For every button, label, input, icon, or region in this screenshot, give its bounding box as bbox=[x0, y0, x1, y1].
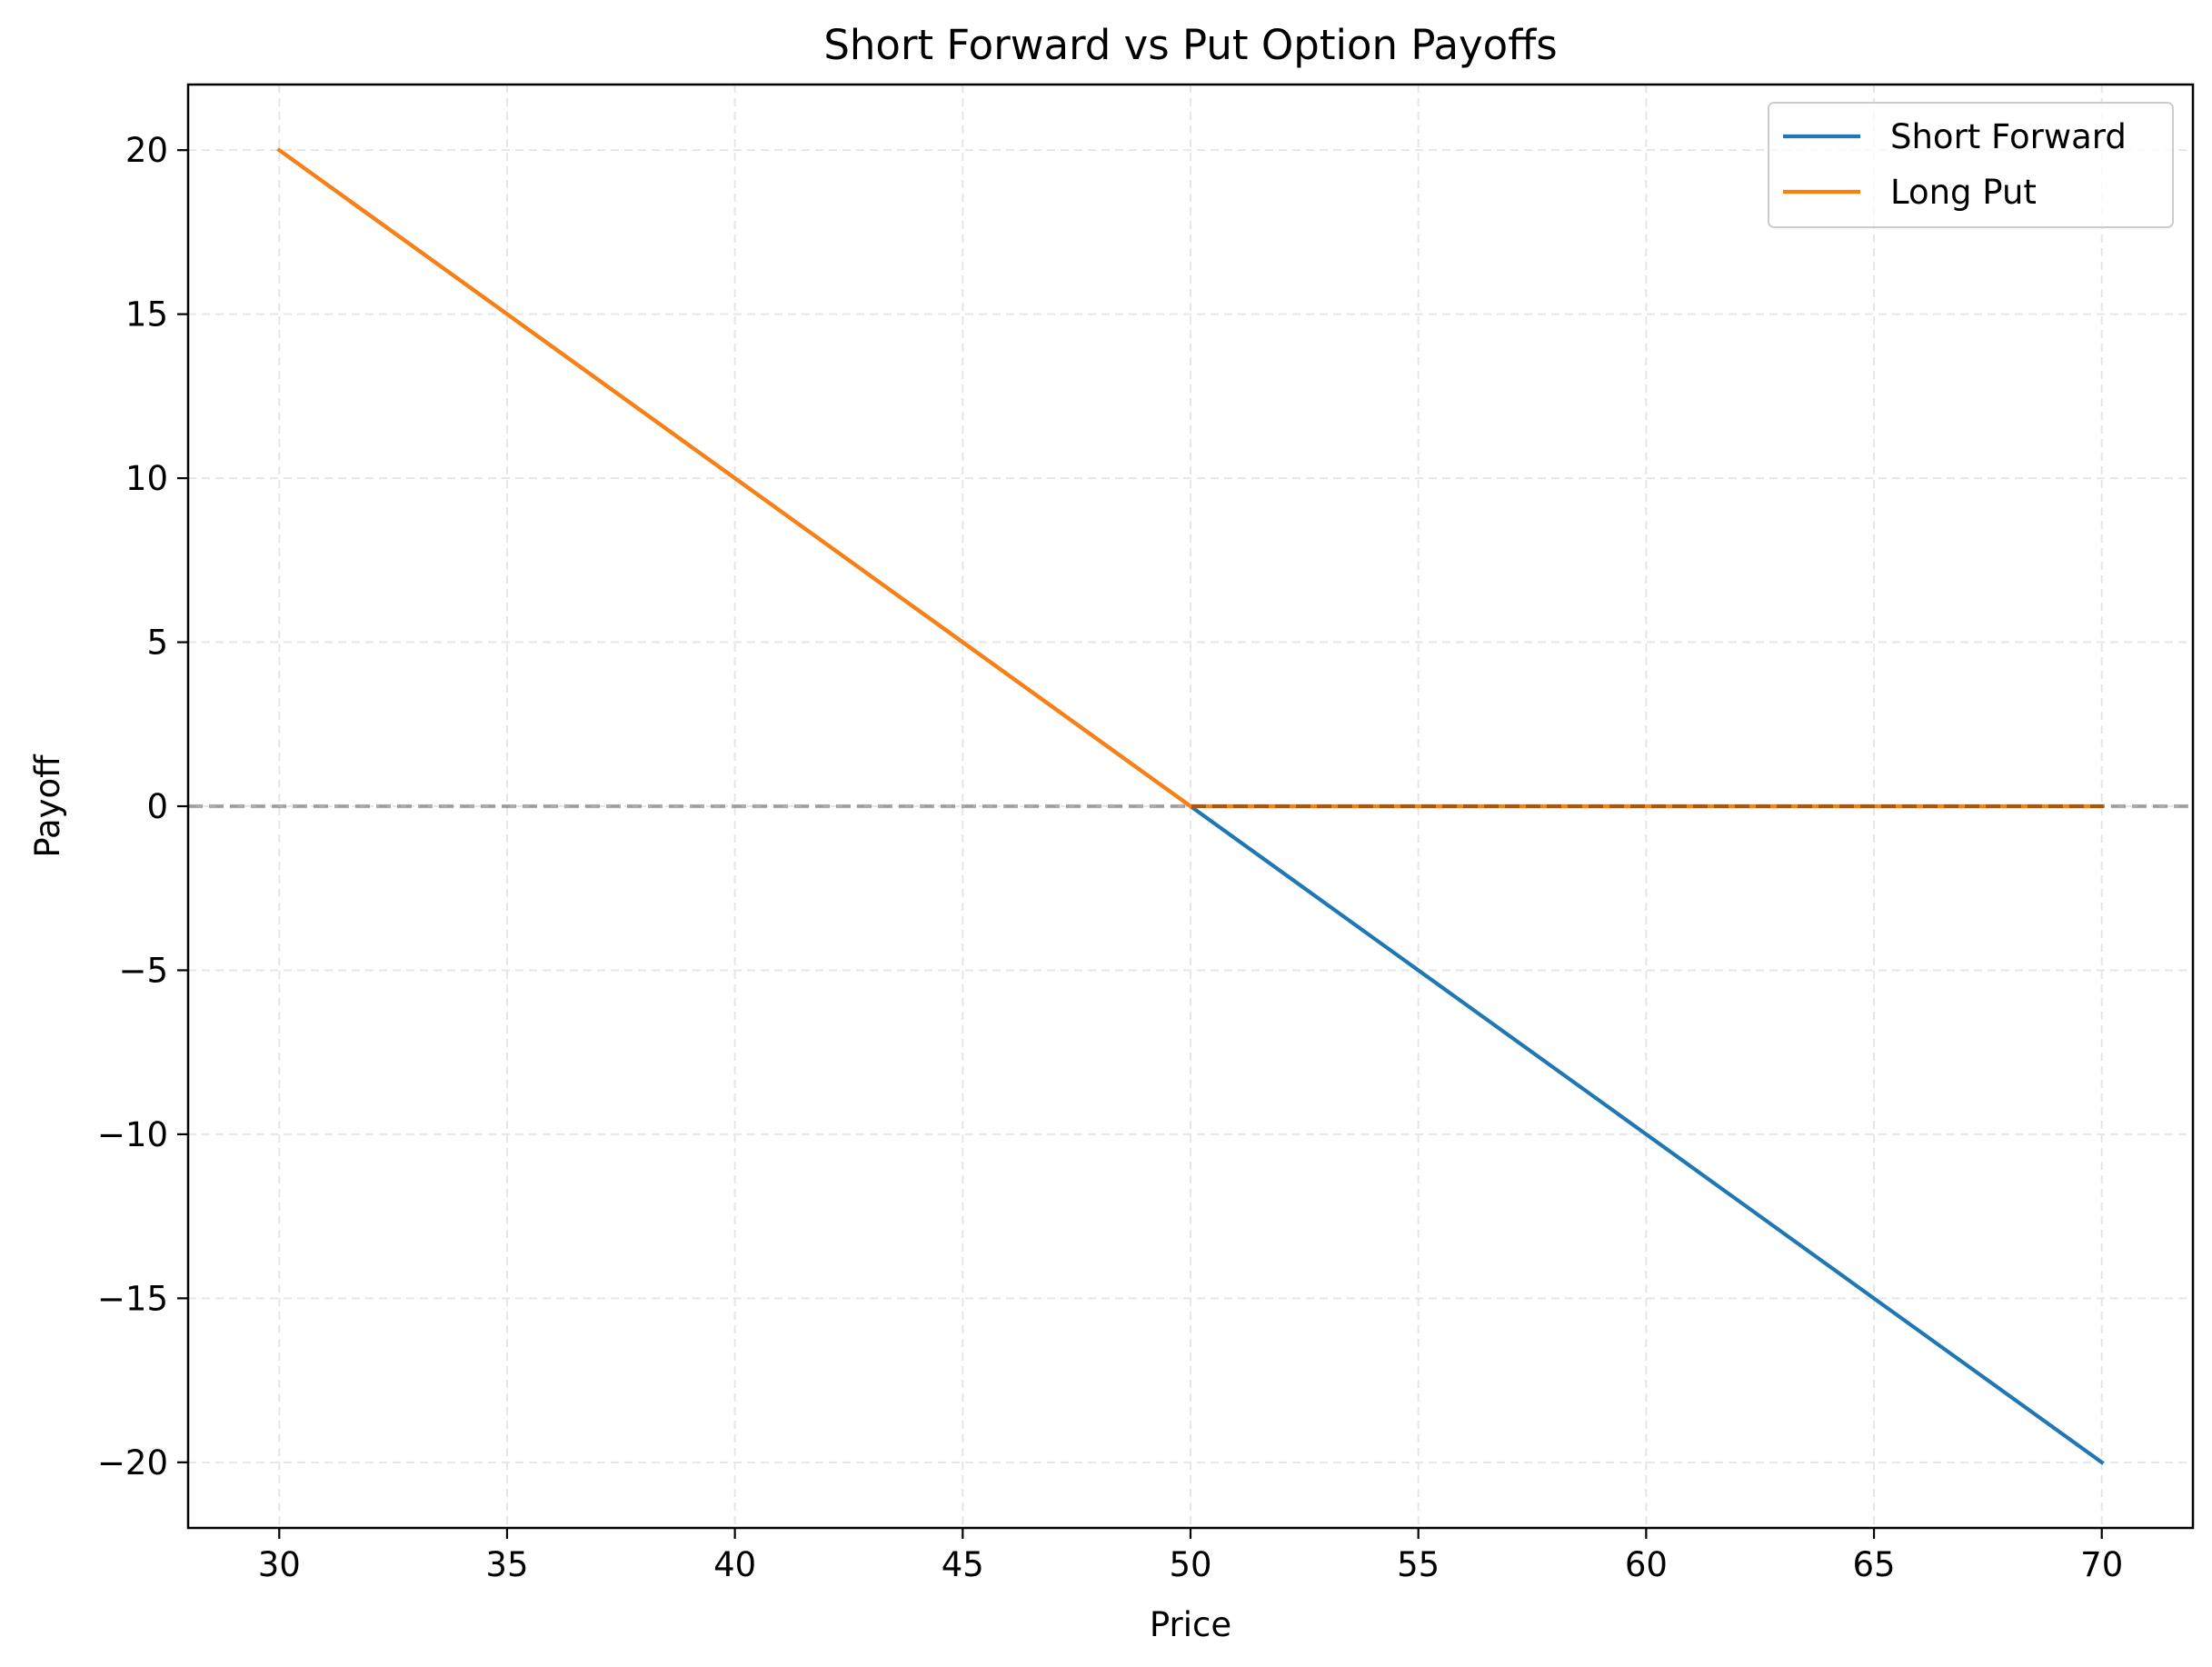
y-tick-label: 20 bbox=[125, 131, 168, 170]
chart-title: Short Forward vs Put Option Payoffs bbox=[823, 21, 1557, 69]
x-tick-label: 60 bbox=[1625, 1545, 1668, 1584]
legend-box bbox=[1768, 102, 2174, 228]
legend: Short Forward Long Put bbox=[1768, 102, 2174, 228]
x-tick-label: 65 bbox=[1852, 1545, 1895, 1584]
y-tick-label: 0 bbox=[146, 787, 168, 826]
x-tick-label: 70 bbox=[2080, 1545, 2123, 1584]
series-group bbox=[276, 147, 2105, 1465]
series-line-long-put bbox=[276, 147, 2104, 809]
y-tick-label: 15 bbox=[125, 295, 168, 334]
y-tick-label: −20 bbox=[97, 1443, 168, 1482]
y-axis-ticks: 20 15 10 5 0 −5 −10 −15 −20 bbox=[97, 131, 188, 1482]
x-tick-label: 40 bbox=[713, 1545, 756, 1584]
legend-label: Short Forward bbox=[1890, 117, 2127, 156]
x-tick-label: 50 bbox=[1169, 1545, 1211, 1584]
x-tick-label: 55 bbox=[1397, 1545, 1440, 1584]
legend-label: Long Put bbox=[1890, 173, 2037, 212]
y-axis-label: Payoff bbox=[28, 754, 67, 858]
y-tick-label: 5 bbox=[146, 624, 168, 663]
x-tick-label: 45 bbox=[942, 1545, 984, 1584]
x-tick-label: 35 bbox=[485, 1545, 528, 1584]
y-tick-label: −15 bbox=[97, 1279, 168, 1318]
y-tick-label: −10 bbox=[97, 1115, 168, 1154]
x-axis-label: Price bbox=[1150, 1605, 1231, 1644]
y-tick-label: 10 bbox=[125, 459, 168, 498]
x-axis-ticks: 30 35 40 45 50 55 60 65 70 bbox=[258, 1528, 2123, 1584]
x-tick-label: 30 bbox=[258, 1545, 301, 1584]
grid bbox=[188, 85, 2193, 1528]
y-tick-label: −5 bbox=[118, 951, 168, 990]
